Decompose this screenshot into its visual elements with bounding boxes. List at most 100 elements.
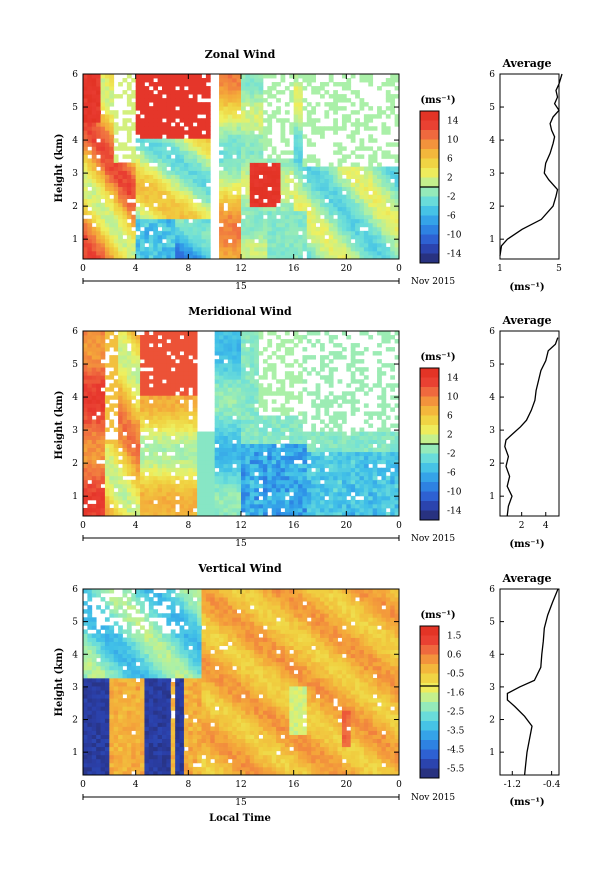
heatmap-cell xyxy=(341,250,347,256)
heatmap-cell xyxy=(170,443,176,449)
heatmap-cell xyxy=(126,178,132,183)
heatmap-cell xyxy=(271,431,277,436)
heatmap-cell xyxy=(157,198,163,204)
heatmap-cell xyxy=(131,471,137,477)
heatmap-cell xyxy=(293,423,299,428)
heatmap-cell xyxy=(131,331,137,336)
heatmap-cell xyxy=(298,463,303,469)
heatmap-cell xyxy=(183,98,189,103)
heatmap-cell xyxy=(175,242,180,248)
heatmap-cell xyxy=(315,118,321,123)
heatmap-cell xyxy=(311,90,317,95)
heatmap-cell xyxy=(179,106,185,111)
heatmap-cell xyxy=(249,110,255,115)
heatmap-cell xyxy=(91,238,97,244)
heatmap-cell xyxy=(162,467,167,473)
heatmap-cell xyxy=(363,214,369,220)
heatmap-cell xyxy=(394,246,400,252)
heatmap-cell xyxy=(284,339,290,344)
heatmap-cell xyxy=(249,182,255,188)
heatmap-cell xyxy=(214,435,220,440)
heatmap-cell xyxy=(118,94,123,99)
heatmap-cell xyxy=(381,194,387,200)
heatmap-cell xyxy=(113,214,119,220)
heatmap-cell xyxy=(83,383,88,388)
heatmap-cell xyxy=(236,423,242,428)
heatmap-cell xyxy=(328,170,334,175)
heatmap-cell xyxy=(183,375,189,380)
heatmap-cell xyxy=(328,190,334,196)
heatmap-cell xyxy=(258,419,264,424)
heatmap-cell xyxy=(232,431,238,436)
heatmap-cell xyxy=(87,182,93,188)
heatmap-cell xyxy=(359,218,365,224)
heatmap-cell xyxy=(315,218,321,224)
heatmap-cell xyxy=(126,94,132,99)
heatmap-cell xyxy=(192,174,198,179)
heatmap-cell xyxy=(153,507,159,513)
heatmap-cell xyxy=(337,94,343,99)
heatmap-cell xyxy=(179,182,185,188)
heatmap-cell xyxy=(100,234,106,240)
heatmap-cell xyxy=(320,499,325,505)
heatmap-cell xyxy=(249,134,255,139)
heatmap-cell xyxy=(113,335,119,340)
heatmap-cell xyxy=(241,431,246,436)
heatmap-cell xyxy=(236,375,242,380)
heatmap-cell xyxy=(390,254,396,260)
heatmap-cell xyxy=(91,403,97,408)
heatmap-cell xyxy=(140,371,145,376)
heatmap-cell xyxy=(183,507,189,513)
heatmap-cell xyxy=(153,367,159,372)
heatmap-cell xyxy=(113,166,119,171)
heatmap-cell xyxy=(131,451,137,457)
heatmap-cell xyxy=(328,182,334,188)
heatmap-cell xyxy=(197,222,202,228)
heatmap-cell xyxy=(144,399,150,404)
heatmap-cell xyxy=(333,335,338,340)
heatmap-cell xyxy=(166,503,172,509)
heatmap-cell xyxy=(241,142,246,147)
heatmap-cell xyxy=(183,367,189,372)
heatmap-cell xyxy=(100,363,106,368)
heatmap-cell xyxy=(381,186,387,192)
heatmap-cell xyxy=(258,451,264,457)
heatmap-cell xyxy=(262,178,268,183)
heatmap-cell xyxy=(109,499,115,505)
heatmap-cell xyxy=(267,202,273,208)
heatmap-cell xyxy=(140,411,145,416)
heatmap-cell xyxy=(249,162,255,167)
heatmap-cell xyxy=(236,371,242,376)
heatmap-cell xyxy=(144,166,150,171)
heatmap-cell xyxy=(104,246,110,252)
heatmap-cell xyxy=(284,411,290,416)
heatmap-cell xyxy=(113,499,119,505)
heatmap-cell xyxy=(390,194,396,200)
heatmap-cell xyxy=(315,507,321,513)
heatmap-cell xyxy=(162,447,167,453)
heatmap-cell xyxy=(271,459,277,465)
heatmap-cell xyxy=(324,435,330,440)
heatmap-cell xyxy=(341,178,347,183)
heatmap-cell xyxy=(183,395,189,400)
heatmap-cell xyxy=(394,166,400,171)
heatmap-cell xyxy=(284,86,290,91)
heatmap-cell xyxy=(328,254,334,260)
heatmap-cell xyxy=(135,194,141,200)
heatmap-cell xyxy=(205,499,211,505)
heatmap-cell xyxy=(96,162,101,167)
heatmap-cell xyxy=(210,483,216,489)
heatmap-cell xyxy=(241,170,246,175)
heatmap-cell xyxy=(227,415,233,420)
heatmap-cell xyxy=(122,443,128,449)
heatmap-cell xyxy=(175,146,180,151)
heatmap-cell xyxy=(201,86,207,91)
heatmap-cell xyxy=(148,178,154,183)
heatmap-cell xyxy=(170,130,176,135)
heatmap-cell xyxy=(197,475,202,481)
heatmap-cell xyxy=(333,479,338,485)
heatmap-cell xyxy=(284,435,290,440)
heatmap-cell xyxy=(298,467,303,473)
heatmap-cell xyxy=(276,507,281,513)
heatmap-cell xyxy=(390,230,396,236)
